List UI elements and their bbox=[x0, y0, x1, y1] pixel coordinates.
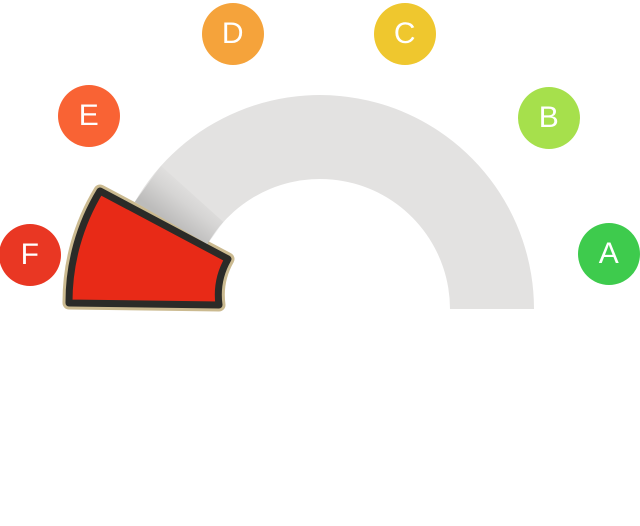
gauge-track-arc bbox=[134, 95, 534, 310]
grade-badge-d: D bbox=[202, 3, 264, 65]
grade-badge-label: D bbox=[221, 17, 245, 50]
grade-badge-label: A bbox=[598, 237, 620, 270]
grade-badge-label: C bbox=[393, 17, 417, 50]
grade-badge-label: F bbox=[20, 238, 40, 271]
grade-badge-label: E bbox=[78, 99, 100, 132]
segment-f-wedge bbox=[65, 187, 232, 309]
grade-badge-c: C bbox=[374, 3, 436, 65]
grade-badge-label: B bbox=[538, 101, 560, 134]
grade-badge-f: F bbox=[0, 224, 61, 286]
grade-badge-b: B bbox=[518, 87, 580, 149]
grade-badge-a: A bbox=[578, 223, 640, 285]
track-end-shadow bbox=[134, 165, 224, 244]
grade-badge-e: E bbox=[58, 85, 120, 147]
